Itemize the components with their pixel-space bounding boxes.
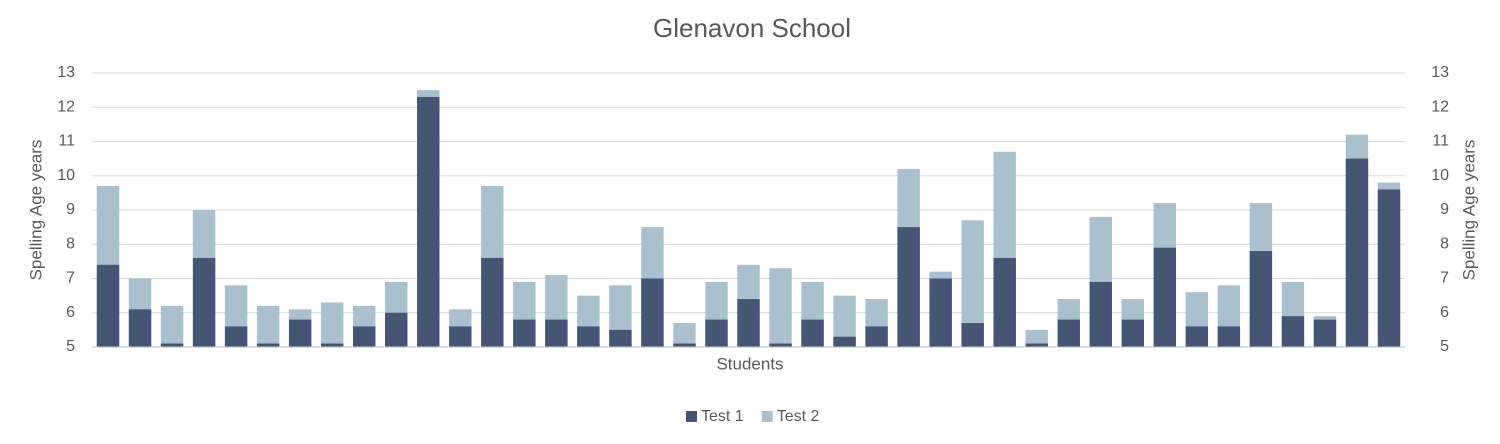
bar	[833, 295, 856, 347]
bar	[865, 326, 888, 347]
bar	[737, 299, 760, 347]
y-axis-label: Spelling Age years	[26, 140, 45, 281]
bar	[224, 326, 248, 347]
bar	[609, 329, 632, 347]
bar	[1025, 343, 1048, 347]
bar	[1377, 189, 1401, 347]
y-tick-label: 13	[57, 64, 75, 81]
bar	[1249, 251, 1273, 347]
y2-tick-label: 7	[1440, 270, 1449, 287]
y2-axis-label: Spelling Age years	[1459, 140, 1478, 281]
y2-tick-label: 5	[1440, 338, 1449, 355]
bar	[961, 323, 984, 347]
bar	[160, 343, 184, 347]
bar	[993, 257, 1016, 347]
bar	[513, 319, 536, 347]
bar	[705, 319, 728, 347]
bar	[96, 264, 120, 347]
bar	[1185, 326, 1209, 347]
bar	[449, 326, 472, 347]
bar	[481, 257, 504, 347]
bar	[673, 343, 696, 347]
y-tick-label: 8	[66, 235, 75, 252]
bar	[288, 319, 312, 347]
bar	[352, 326, 376, 347]
bar	[929, 278, 952, 347]
bar	[897, 227, 920, 347]
y-tick-label: 9	[66, 201, 75, 218]
bar	[1217, 326, 1241, 347]
y-tick-label: 10	[57, 167, 75, 184]
bar	[577, 326, 600, 347]
x-axis-label: Students	[716, 354, 783, 373]
bar	[1121, 319, 1145, 347]
bar	[1281, 316, 1305, 347]
bar	[833, 336, 856, 347]
bar	[673, 323, 696, 347]
bar	[320, 343, 344, 347]
bar	[385, 312, 408, 347]
legend-swatch	[761, 411, 773, 422]
bar	[1057, 319, 1080, 347]
y-tick-label: 6	[66, 304, 75, 321]
y2-tick-label: 12	[1431, 98, 1449, 115]
bar	[160, 305, 184, 347]
bar	[192, 257, 216, 347]
bar	[1345, 158, 1369, 347]
bar	[128, 309, 152, 347]
bar	[1089, 281, 1112, 347]
legend-label: Test 2	[777, 408, 820, 425]
y-tick-label: 11	[58, 133, 75, 150]
legend-swatch	[686, 411, 697, 422]
y-tick-label: 7	[66, 270, 75, 287]
bar	[1153, 247, 1177, 347]
y2-tick-label: 11	[1432, 133, 1449, 150]
y-tick-label: 5	[66, 338, 75, 355]
bar	[545, 319, 568, 347]
y2-tick-label: 13	[1431, 64, 1449, 81]
bar	[256, 343, 280, 347]
bar	[641, 278, 664, 347]
bar	[961, 220, 984, 347]
y2-tick-label: 6	[1440, 304, 1449, 321]
bar	[1313, 319, 1337, 347]
bar	[320, 302, 344, 347]
bar	[417, 96, 440, 347]
chart-title: Glenavon School	[653, 13, 851, 43]
legend-label: Test 1	[701, 408, 744, 425]
bar	[801, 319, 824, 347]
bar	[769, 268, 792, 347]
bar	[256, 305, 280, 347]
y2-tick-label: 10	[1431, 167, 1449, 184]
y-tick-label: 12	[57, 98, 75, 115]
y2-tick-label: 8	[1440, 235, 1449, 252]
bar	[769, 343, 792, 347]
y2-tick-label: 9	[1440, 201, 1449, 218]
bar	[1025, 329, 1048, 347]
